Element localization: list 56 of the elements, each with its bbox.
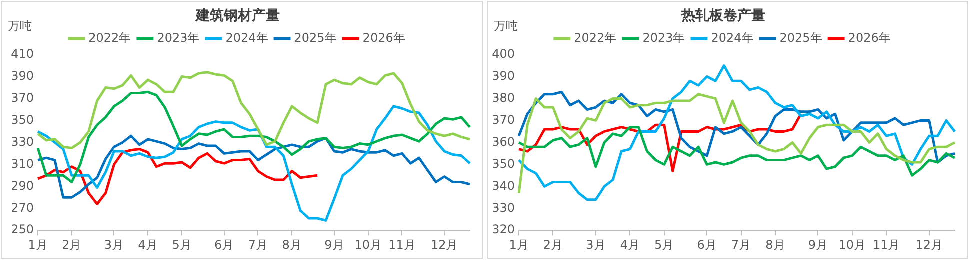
- x-tick-label: 8月: [282, 238, 302, 252]
- legend-label: 2025年: [780, 30, 822, 45]
- legend-label: 2023年: [642, 30, 686, 45]
- y-tick-label: 370: [11, 90, 34, 105]
- x-tick-label: 3月: [586, 238, 606, 252]
- x-tick-label: 10月: [354, 238, 382, 252]
- x-tick-label: 3月: [104, 238, 124, 252]
- y-tick-label: 270: [11, 200, 34, 215]
- x-tick-label: 7月: [248, 238, 268, 252]
- legend-label: 2024年: [226, 30, 268, 45]
- legend-label: 2022年: [88, 30, 132, 45]
- y-tick-label: 290: [11, 178, 34, 193]
- y-tick-label: 320: [492, 222, 515, 237]
- x-tick-label: 4月: [138, 238, 158, 252]
- y-tick-label: 350: [11, 112, 34, 127]
- x-tick-label: 5月: [172, 238, 192, 252]
- y-tick-label: 250: [11, 222, 34, 237]
- legend-label: 2022年: [574, 30, 617, 45]
- x-tick-label: 12月: [430, 238, 458, 252]
- y-axis-title: 万吨: [494, 18, 518, 35]
- y-tick-label: 390: [492, 68, 515, 83]
- x-tick-label: 4月: [620, 238, 640, 252]
- chart-title: 建筑钢材产量: [195, 7, 280, 24]
- x-tick-label: 12月: [916, 238, 943, 252]
- legend-label: 2024年: [711, 30, 754, 45]
- x-tick-label: 1月: [28, 238, 48, 252]
- x-tick-label: 2月: [543, 238, 564, 252]
- y-tick-label: 330: [492, 200, 515, 215]
- y-tick-label: 360: [492, 134, 515, 149]
- y-tick-label: 350: [492, 156, 515, 171]
- legend-label: 2026年: [362, 30, 406, 45]
- legend-label: 2023年: [157, 30, 200, 45]
- x-tick-label: 6月: [697, 238, 717, 252]
- y-tick-label: 370: [492, 112, 515, 127]
- y-tick-label: 340: [492, 178, 515, 193]
- x-tick-label: 11月: [872, 238, 900, 252]
- y-tick-label: 410: [11, 46, 34, 61]
- x-tick-label: 11月: [388, 238, 416, 252]
- x-tick-label: 9月: [324, 238, 344, 252]
- x-tick-label: 1月: [509, 238, 529, 252]
- legend-label: 2025年: [294, 30, 337, 45]
- x-tick-label: 8月: [766, 238, 786, 252]
- y-axis-title: 万吨: [8, 18, 32, 35]
- legend-label: 2026年: [848, 30, 891, 45]
- y-tick-label: 380: [492, 90, 515, 105]
- y-tick-label: 400: [492, 46, 515, 61]
- x-tick-label: 6月: [214, 238, 234, 252]
- x-tick-label: 2月: [62, 238, 82, 252]
- x-tick-label: 7月: [731, 238, 752, 252]
- y-tick-label: 310: [11, 156, 34, 171]
- x-tick-label: 9月: [808, 238, 828, 252]
- x-tick-label: 5月: [654, 238, 674, 252]
- y-tick-label: 390: [11, 68, 34, 83]
- chart-title: 热轧板卷产量: [680, 7, 766, 24]
- y-tick-label: 330: [11, 134, 34, 149]
- x-tick-label: 10月: [838, 238, 866, 252]
